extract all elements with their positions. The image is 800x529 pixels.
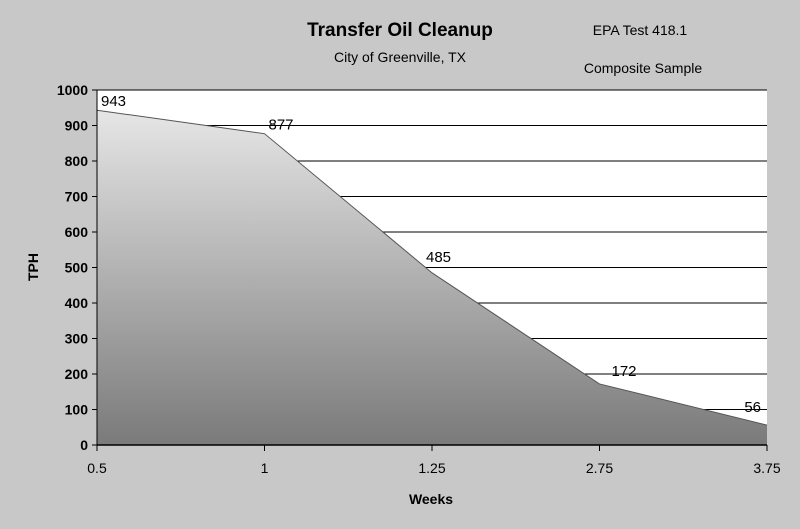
y-tick-label: 800 xyxy=(65,153,89,169)
y-tick-label: 0 xyxy=(80,437,88,453)
area-outline xyxy=(96,109,768,426)
y-tick-label: 1000 xyxy=(57,82,88,98)
data-label: 943 xyxy=(101,93,126,110)
chart-title: Transfer Oil Cleanup xyxy=(307,20,493,41)
y-tick-label: 500 xyxy=(65,260,89,276)
x-axis-title: Weeks xyxy=(408,491,454,507)
y-tick-label: 700 xyxy=(65,189,89,205)
y-tick-label: 900 xyxy=(65,118,89,134)
y-tick-label: 400 xyxy=(65,295,89,311)
x-tick-label: 2.75 xyxy=(586,460,613,476)
area-series xyxy=(97,110,767,446)
y-tick-label: 300 xyxy=(65,331,89,347)
data-label: 172 xyxy=(612,363,637,380)
x-tick-label: 1.25 xyxy=(418,460,445,476)
data-label: 877 xyxy=(269,117,294,134)
x-tick-label: 0.5 xyxy=(87,460,107,476)
y-tick-label: 100 xyxy=(65,402,89,418)
test-method-note: EPA Test 418.1 xyxy=(592,22,688,38)
sample-type-note: Composite Sample xyxy=(583,60,703,76)
data-label: 485 xyxy=(426,249,451,266)
y-tick-label: 200 xyxy=(65,366,89,382)
chart-subtitle: City of Greenville, TX xyxy=(333,49,466,65)
x-tick-label: 1 xyxy=(261,460,269,476)
data-label: 56 xyxy=(744,399,761,416)
x-tick-label: 3.75 xyxy=(753,460,780,476)
y-tick-label: 600 xyxy=(65,224,89,240)
